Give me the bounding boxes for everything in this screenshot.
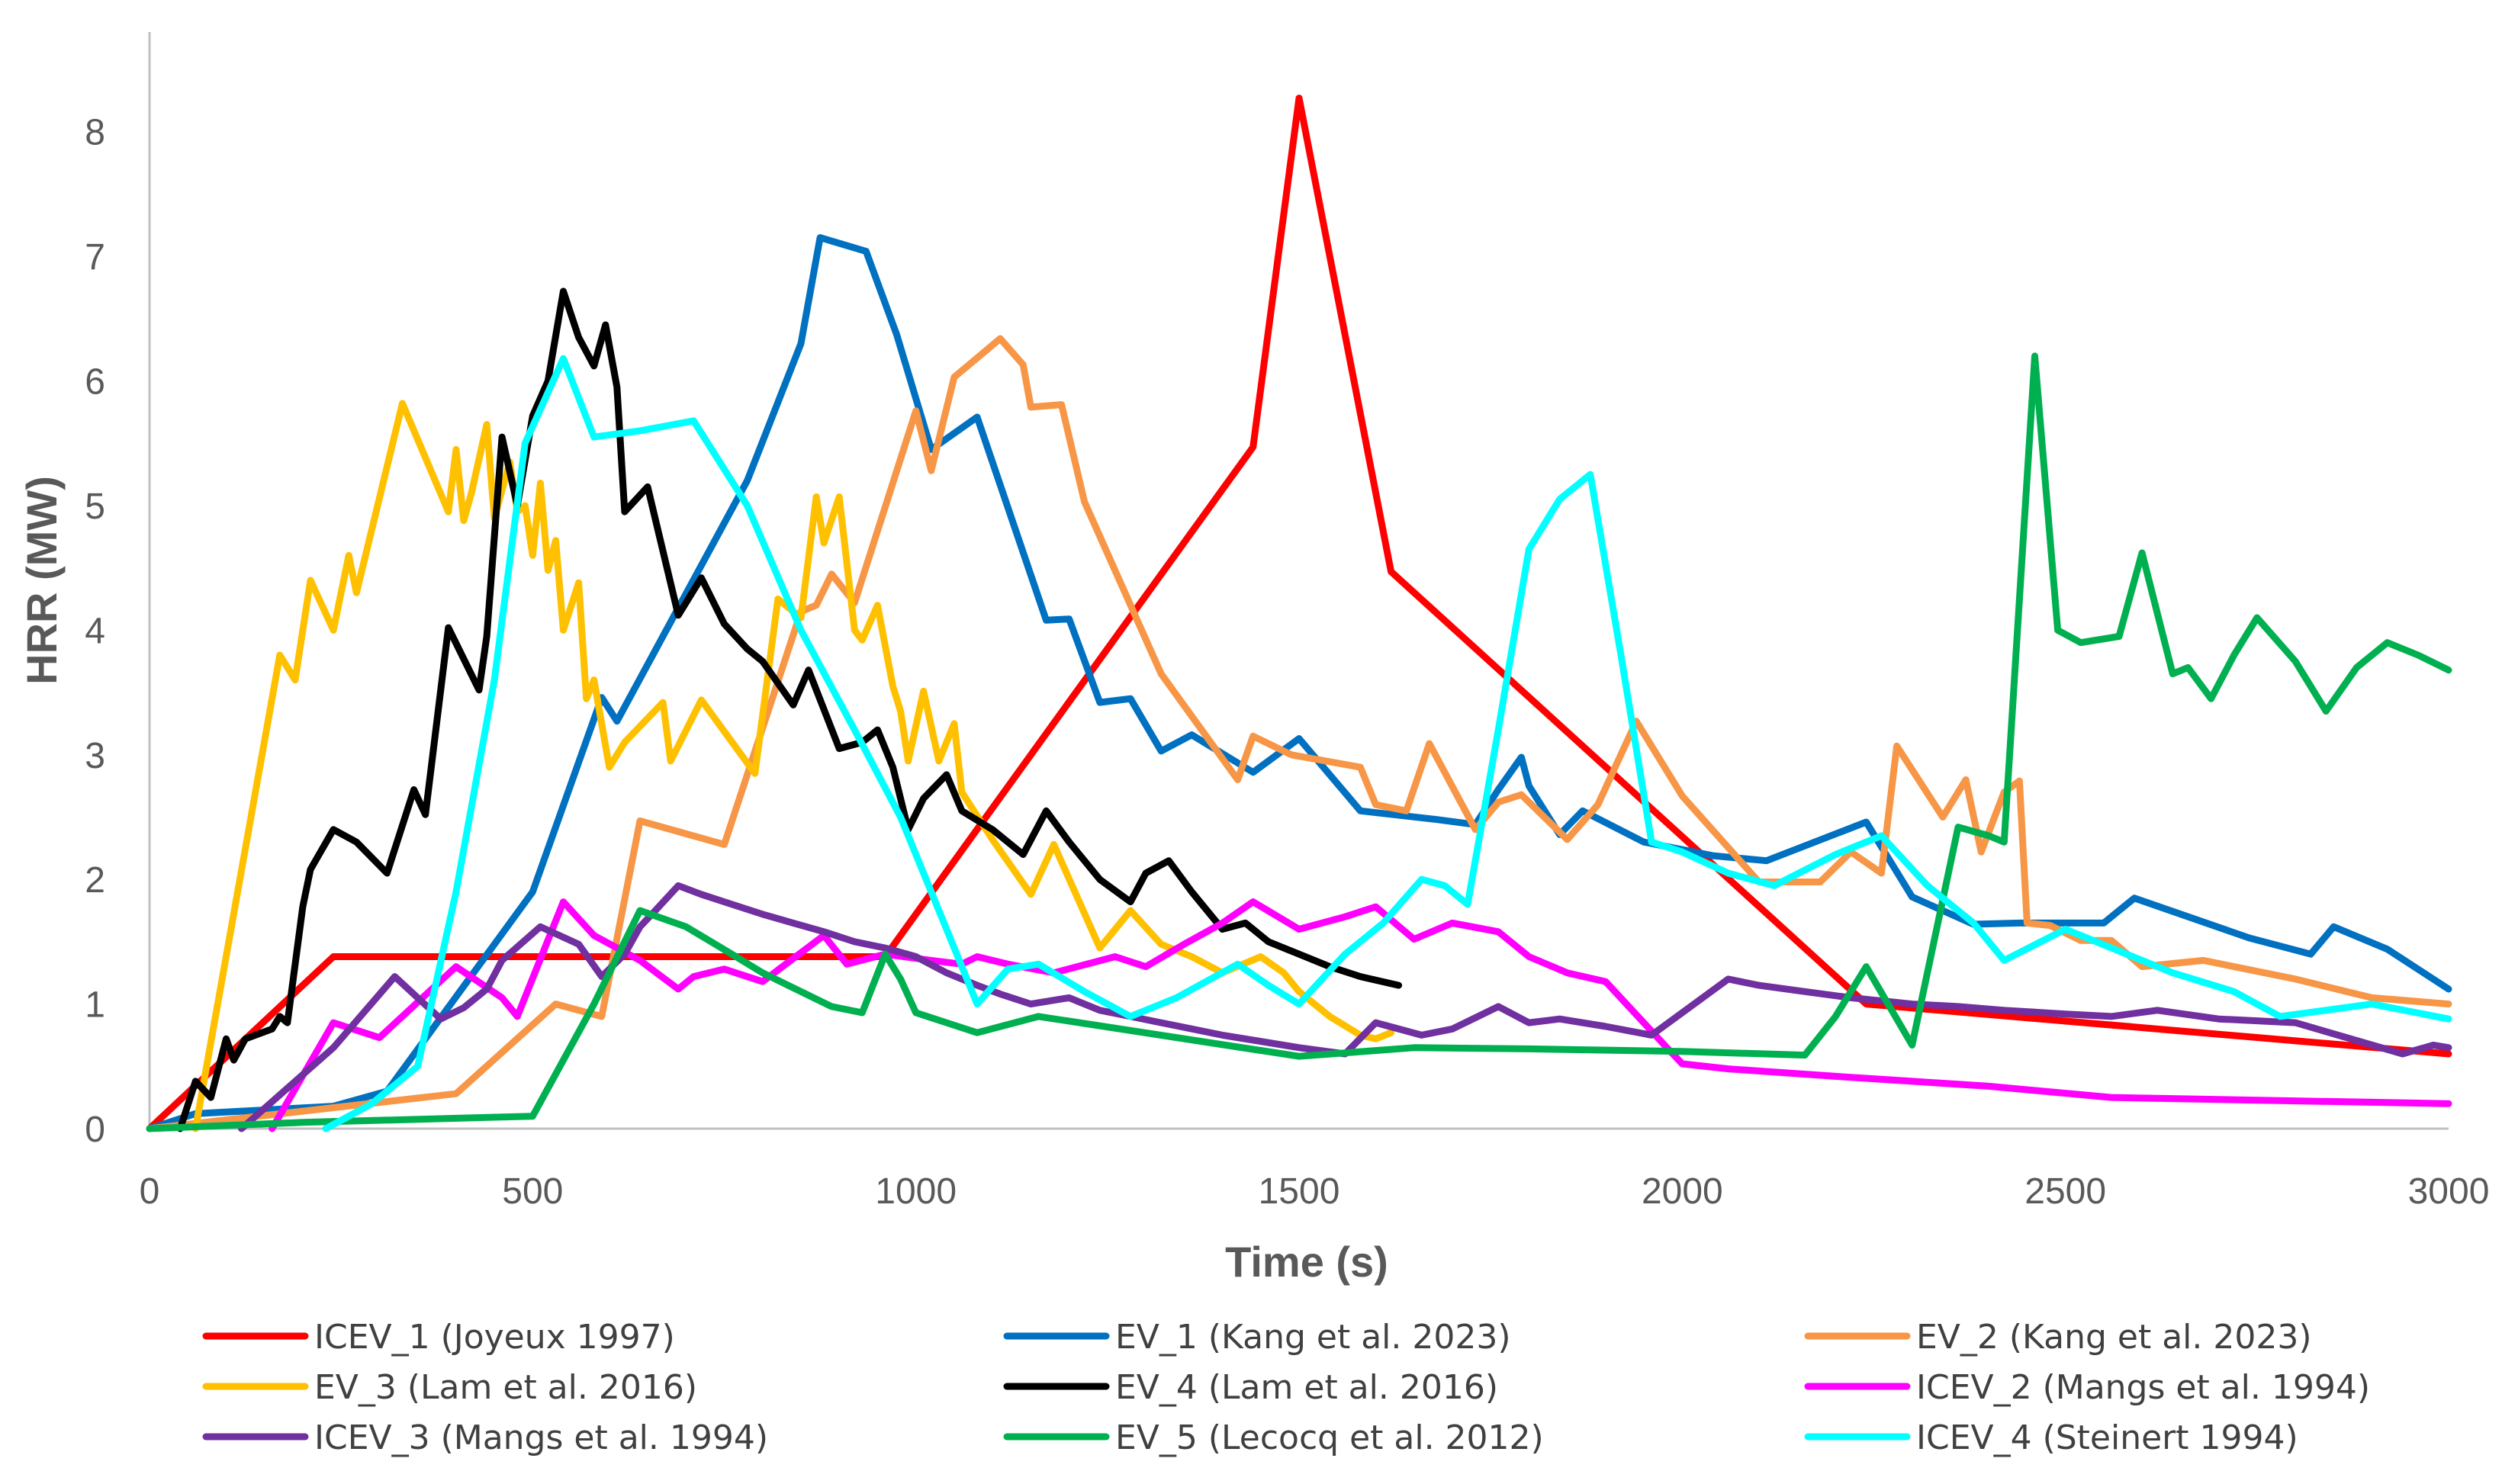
series-line-8 bbox=[146, 352, 2452, 1132]
series-line-6 bbox=[269, 898, 2452, 1132]
y-axis-title: HRR (MW) bbox=[18, 476, 66, 685]
x-tick-label: 2000 bbox=[1642, 1171, 1723, 1212]
y-tick-label: 2 bbox=[85, 860, 105, 901]
x-tick-label: 1500 bbox=[1259, 1171, 1340, 1212]
y-tick-label: 1 bbox=[85, 985, 105, 1026]
x-axis-title: Time (s) bbox=[1225, 1238, 1388, 1286]
series-line-7 bbox=[238, 882, 2452, 1132]
legend-label: ICEV_4 (Steinert 1994) bbox=[1916, 1418, 2298, 1457]
x-tick-label: 3000 bbox=[2408, 1171, 2490, 1212]
y-tick-label: 6 bbox=[85, 362, 105, 403]
x-tick-label: 1000 bbox=[875, 1171, 957, 1212]
series-line-1 bbox=[146, 95, 2452, 1132]
axes bbox=[148, 32, 2449, 1130]
legend-label: EV_1 (Kang et al. 2023) bbox=[1115, 1318, 1511, 1357]
series-lines bbox=[146, 95, 2452, 1132]
legend-label: ICEV_3 (Mangs et al. 1994) bbox=[314, 1418, 768, 1457]
y-tick-labels: 0 1 2 3 4 5 6 7 8 bbox=[85, 113, 105, 1150]
series-line-5 bbox=[176, 287, 1403, 1132]
legend-label: EV_2 (Kang et al. 2023) bbox=[1916, 1318, 2312, 1357]
x-tick-label: 500 bbox=[502, 1171, 563, 1212]
y-tick-label: 0 bbox=[85, 1110, 105, 1150]
legend-label: EV_3 (Lam et al. 2016) bbox=[314, 1368, 697, 1407]
x-tick-label: 0 bbox=[140, 1171, 160, 1212]
series-line-4 bbox=[191, 400, 1395, 1132]
x-tick-label: 2500 bbox=[2024, 1171, 2106, 1212]
x-tick-labels: 0 500 1000 1500 2000 2500 3000 bbox=[140, 1171, 2490, 1212]
y-tick-label: 3 bbox=[85, 736, 105, 776]
y-tick-label: 8 bbox=[85, 113, 105, 153]
y-tick-label: 5 bbox=[85, 487, 105, 527]
series-line-3 bbox=[146, 335, 2452, 1132]
y-tick-label: 7 bbox=[85, 237, 105, 278]
legend-label: ICEV_1 (Joyeux 1997) bbox=[314, 1318, 675, 1357]
legend-label: ICEV_2 (Mangs et al. 1994) bbox=[1916, 1368, 2370, 1407]
y-tick-label: 4 bbox=[85, 611, 105, 651]
series-line-9 bbox=[322, 355, 2452, 1132]
legend-label: EV_4 (Lam et al. 2016) bbox=[1115, 1368, 1498, 1407]
legend-label: EV_5 (Lecocq et al. 2012) bbox=[1115, 1418, 1544, 1457]
legend: ICEV_1 (Joyeux 1997) EV_1 (Kang et al. 20… bbox=[202, 1318, 2370, 1457]
